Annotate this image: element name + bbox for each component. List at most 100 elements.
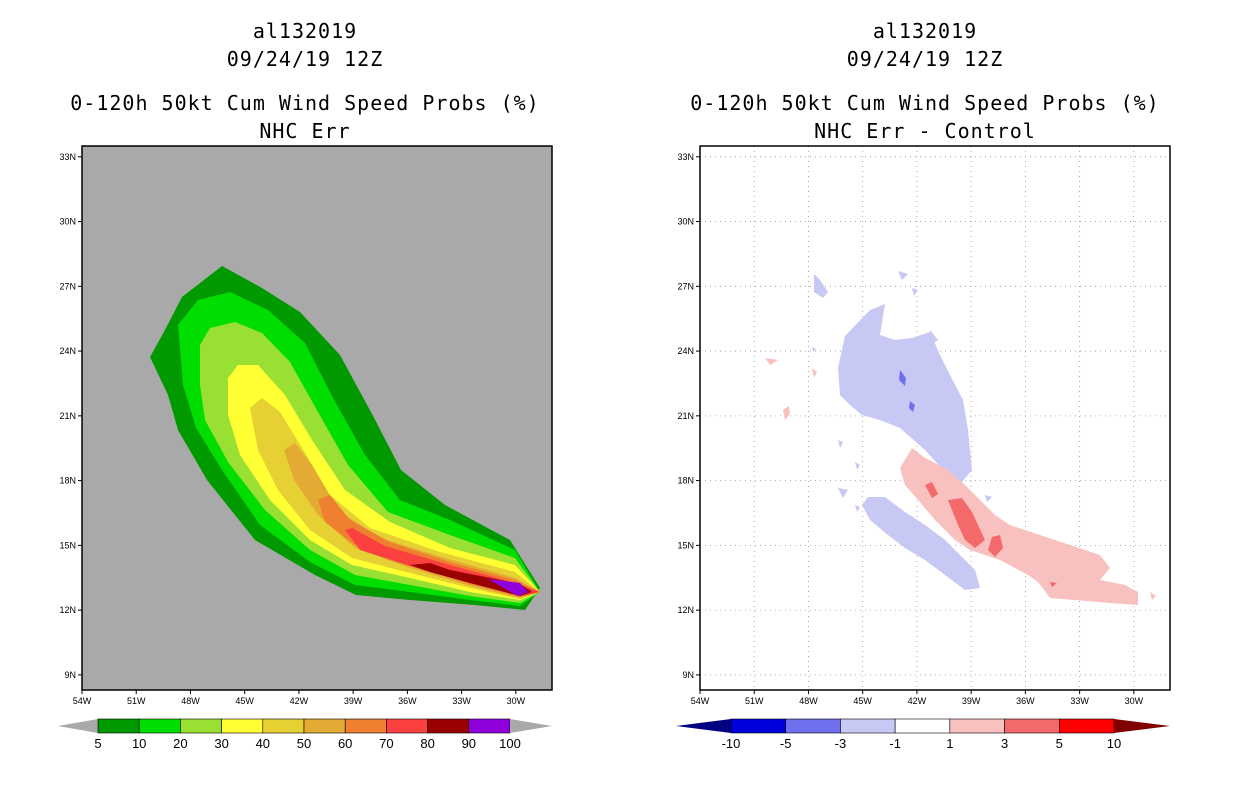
- diff-pos-5: [1050, 582, 1057, 587]
- colorbar-swatch: [262, 718, 305, 734]
- colorbar-swatch: [840, 718, 896, 734]
- x-tick-label: 33W: [1070, 696, 1089, 706]
- y-tick-label: 9N: [682, 670, 694, 680]
- diff-pos-3: [948, 498, 985, 548]
- right-colorbar-low-arrow: [676, 719, 731, 733]
- colorbar-label: 3: [1001, 736, 1008, 751]
- x-tick-label: 30W: [1125, 696, 1144, 706]
- colorbar-label: 10: [132, 736, 146, 751]
- colorbar-label: 30: [214, 736, 228, 751]
- colorbar-label: 90: [462, 736, 476, 751]
- x-tick-label: 45W: [853, 696, 872, 706]
- y-tick-label: 30N: [59, 217, 76, 227]
- left-colorbar-low-arrow: [58, 719, 98, 733]
- left-probability-contours: [150, 266, 540, 610]
- diff-neg-10: [930, 330, 938, 345]
- colorbar-label: 50: [297, 736, 311, 751]
- colorbar-swatch: [221, 718, 264, 734]
- y-tick-label: 24N: [59, 346, 76, 356]
- y-tick-label: 21N: [59, 411, 76, 421]
- y-tick-label: 21N: [677, 411, 694, 421]
- colorbar-swatch: [949, 718, 1005, 734]
- colorbar-swatch: [97, 718, 140, 734]
- x-tick-label: 51W: [745, 696, 764, 706]
- diff-neg-1-main: [838, 304, 972, 482]
- y-tick-label: 15N: [677, 540, 694, 550]
- x-tick-label: 48W: [799, 696, 818, 706]
- x-tick-label: 48W: [181, 696, 200, 706]
- y-tick-label: 33N: [677, 152, 694, 162]
- y-tick-label: 9N: [64, 670, 76, 680]
- diff-neg-9: [985, 495, 992, 502]
- colorbar-label: 5: [1056, 736, 1063, 751]
- colorbar-label: 1: [946, 736, 953, 751]
- diff-neg-1-dark2: [909, 401, 915, 412]
- right-colorbar: -10 -5 -3 -1 1 3 5 10: [676, 718, 1170, 751]
- y-tick-label: 18N: [59, 476, 76, 486]
- x-tick-label: 36W: [1016, 696, 1035, 706]
- left-colorbar: 5 10 20 30 40 50 60 70 80 90 100: [58, 718, 552, 751]
- colorbar-swatch: [180, 718, 222, 734]
- colorbar-swatch: [303, 718, 346, 734]
- right-title-subtitle: NHC Err - Control: [814, 119, 1036, 143]
- colorbar-swatch: [427, 718, 470, 734]
- colorbar-swatch: [138, 718, 181, 734]
- right-title-storm: al132019: [872, 19, 978, 43]
- x-tick-label: 42W: [908, 696, 927, 706]
- colorbar-swatch: [344, 718, 387, 734]
- left-title-product: 0-120h 50kt Cum Wind Speed Probs (%): [70, 91, 540, 115]
- colorbar-swatch: [386, 718, 428, 734]
- colorbar-label: -10: [722, 736, 741, 751]
- colorbar-label: 100: [499, 736, 521, 751]
- colorbar-label: 10: [1107, 736, 1121, 751]
- colorbar-label: -3: [835, 736, 847, 751]
- x-tick-label: 51W: [127, 696, 146, 706]
- right-colorbar-boxes: [730, 718, 1115, 734]
- diff-neg-12: [812, 347, 816, 352]
- colorbar-swatch: [468, 718, 511, 734]
- y-tick-label: 27N: [59, 281, 76, 291]
- colorbar-swatch: [1058, 718, 1115, 734]
- left-title-date: 09/24/19 12Z: [226, 47, 384, 71]
- diff-pos-8: [812, 368, 817, 378]
- y-tick-label: 15N: [59, 540, 76, 550]
- colorbar-label: 20: [173, 736, 187, 751]
- right-axes: 54W 51W 48W 45W 42W 39W 36W 33W 30W 33N 30N 27N 24N 2…: [677, 152, 1143, 706]
- x-tick-label: 39W: [344, 696, 363, 706]
- diff-pos-1: [900, 448, 1138, 605]
- diff-pos-9: [1150, 592, 1156, 600]
- x-tick-label: 42W: [290, 696, 309, 706]
- right-colorbar-labels: -10 -5 -3 -1 1 3 5 10: [722, 736, 1122, 751]
- right-plot: 54W 51W 48W 45W 42W 39W 36W 33W 30W 33N 30N 27N 24N 2…: [677, 145, 1171, 706]
- left-colorbar-labels: 5 10 20 30 40 50 60 70 80 90 100: [94, 736, 520, 751]
- x-tick-label: 30W: [507, 696, 526, 706]
- diff-neg-2: [862, 497, 980, 590]
- colorbar-label: 70: [379, 736, 393, 751]
- y-tick-label: 33N: [59, 152, 76, 162]
- diff-neg-3: [814, 274, 828, 298]
- contour-80: [410, 563, 532, 596]
- x-tick-label: 39W: [962, 696, 981, 706]
- left-plot-frame: [81, 145, 553, 691]
- colorbar-label: -1: [889, 736, 901, 751]
- x-tick-label: 33W: [452, 696, 471, 706]
- colorbar-swatch: [1004, 718, 1060, 734]
- left-colorbar-boxes: [97, 718, 511, 734]
- x-tick-label: 45W: [235, 696, 254, 706]
- left-axes: 54W 51W 48W 45W 42W 39W 36W 33W 30W 33N 30N 27N 24N 2…: [59, 152, 525, 706]
- diff-neg-5: [912, 288, 918, 296]
- left-plot: 54W 51W 48W 45W 42W 39W 36W 33W 30W 33N 30N 27N 24N 2…: [59, 145, 553, 706]
- diff-neg-7: [855, 462, 860, 470]
- right-plot-frame: [699, 145, 1171, 691]
- x-tick-label: 54W: [691, 696, 710, 706]
- right-title-product: 0-120h 50kt Cum Wind Speed Probs (%): [690, 91, 1160, 115]
- colorbar-label: -5: [780, 736, 792, 751]
- right-colorbar-high-arrow: [1114, 719, 1170, 733]
- diff-pos-2: [925, 482, 938, 498]
- x-tick-label: 54W: [73, 696, 92, 706]
- y-tick-label: 12N: [59, 605, 76, 615]
- colorbar-label: 80: [420, 736, 434, 751]
- diff-neg-6: [838, 488, 848, 498]
- left-title-subtitle: NHC Err: [259, 119, 351, 143]
